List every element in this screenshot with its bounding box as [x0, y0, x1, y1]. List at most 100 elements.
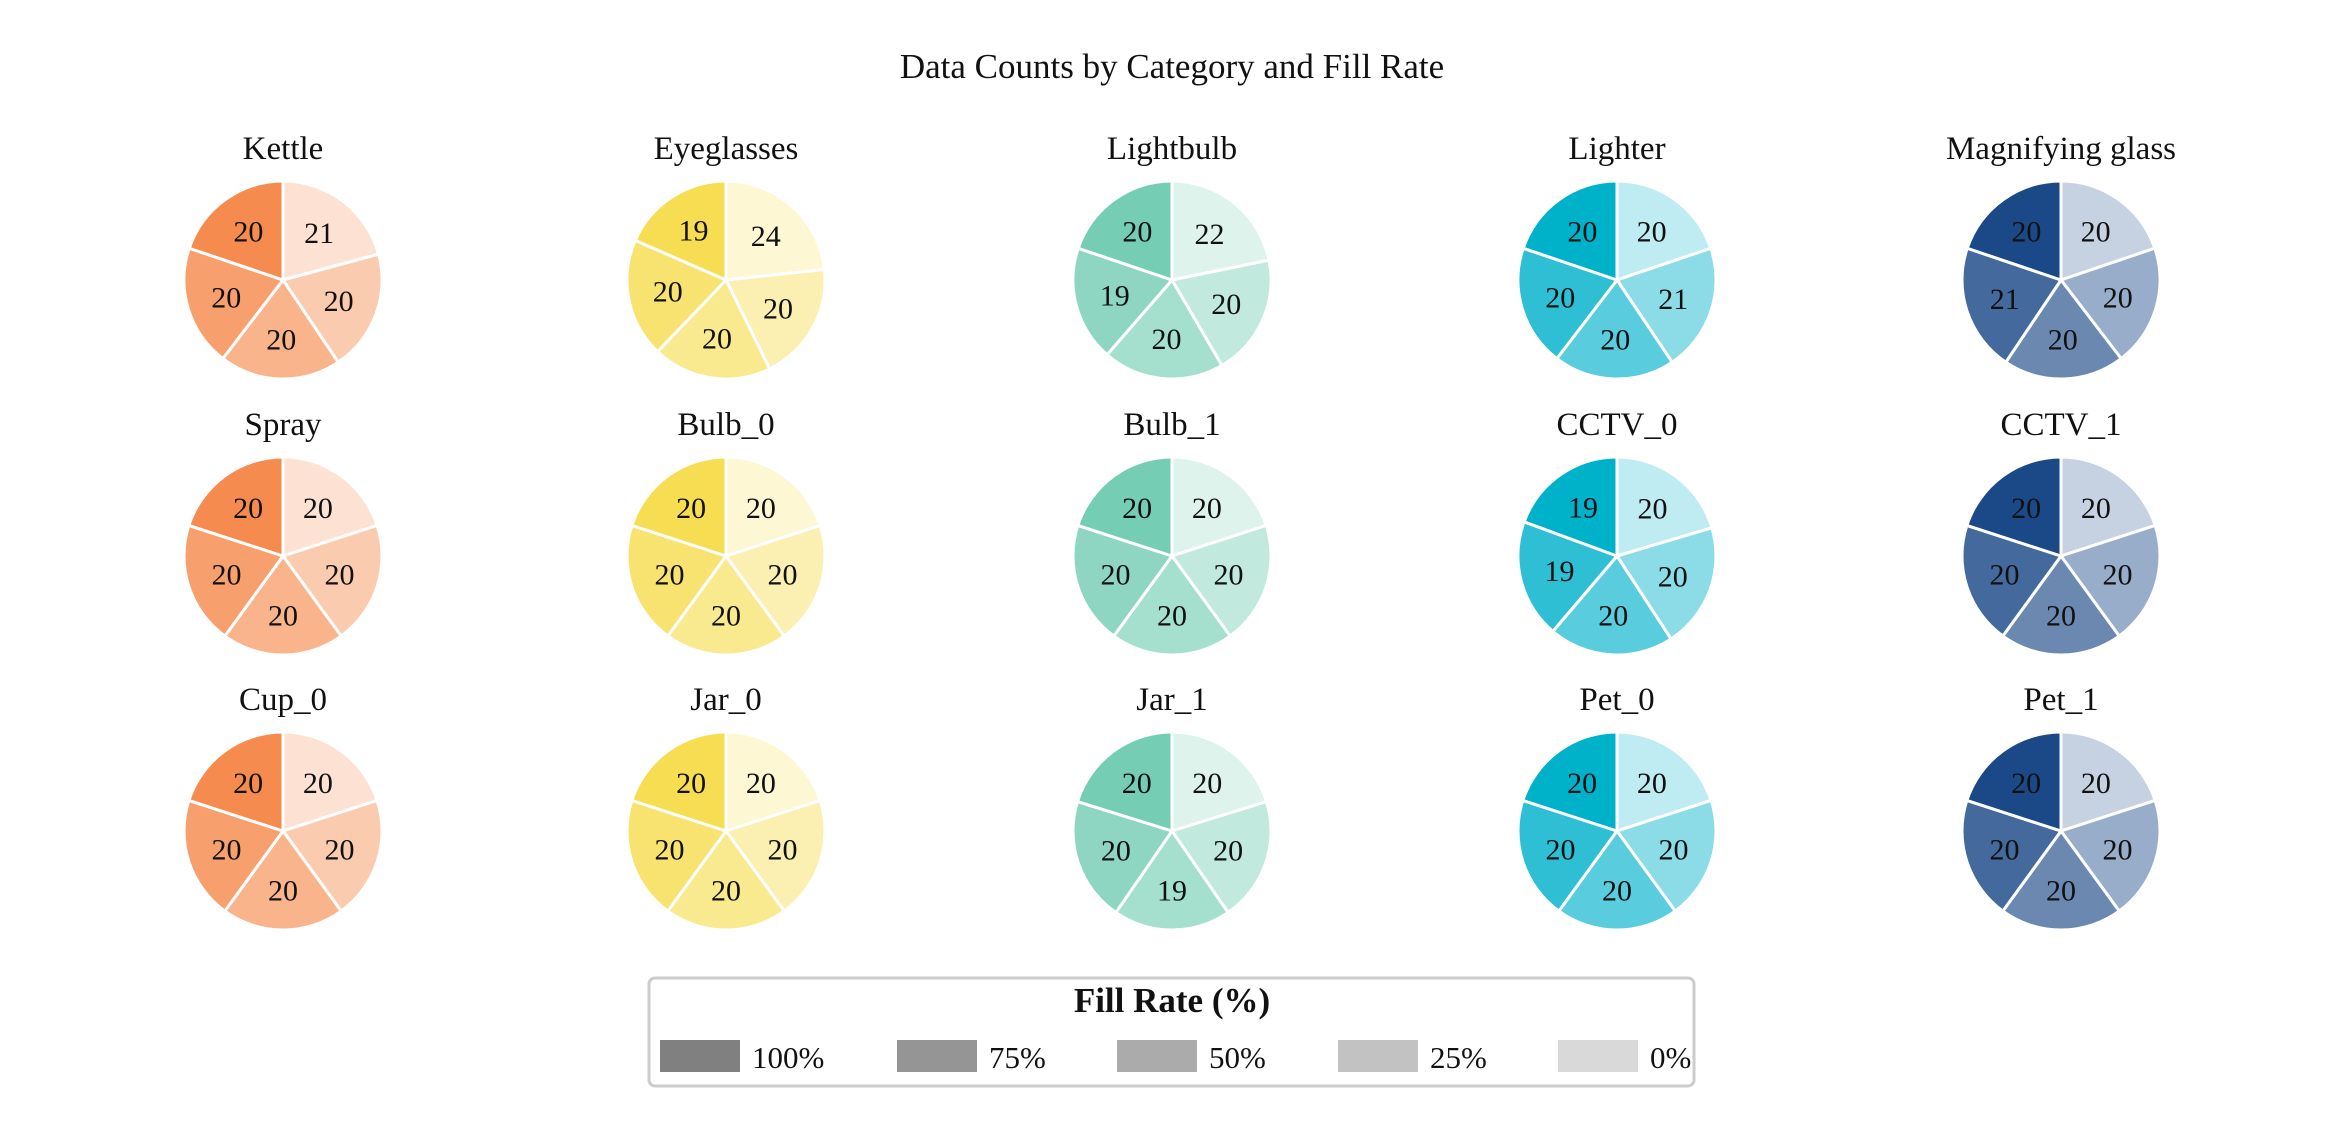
- legend-swatch: [897, 1040, 977, 1072]
- slice-label: 20: [2103, 833, 2133, 866]
- pie-slice: [281, 179, 381, 282]
- pie-slice: [186, 455, 285, 559]
- slice-label: 21: [1658, 283, 1688, 316]
- slice-label: 20: [1602, 874, 1632, 907]
- legend-label: 25%: [1430, 1040, 1487, 1075]
- pie-slice: [2058, 246, 2162, 361]
- pies-group: Kettle2120202020Eyeglasses2420202019Ligh…: [182, 131, 2176, 932]
- pie-slice: [1615, 730, 1714, 834]
- pie-slice: [2000, 553, 2122, 657]
- pie-cctv-1: CCTV_1 20 20 20 20 20: [1960, 407, 2162, 657]
- slice-label: 20: [1101, 558, 1131, 591]
- slice-label: 20: [2081, 216, 2111, 249]
- pie-title: Bulb_0: [677, 407, 774, 443]
- pie-slice: [723, 798, 827, 914]
- slice-label: 20: [653, 276, 683, 309]
- slice-label: 20: [1637, 767, 1667, 800]
- slice-label: 20: [1638, 492, 1668, 525]
- legend-item: 75%: [897, 1040, 1046, 1075]
- slice-label: 19: [1545, 555, 1575, 588]
- pie-title: Lightbulb: [1107, 131, 1237, 167]
- pie-title: Pet_0: [1579, 682, 1654, 718]
- pie-title: CCTV_0: [1556, 407, 1677, 443]
- pie-slice: [1522, 455, 1619, 559]
- slice-label: 20: [1122, 216, 1152, 249]
- pie-slice: [280, 252, 384, 365]
- pie-bulb-0: Bulb_0 20 20 20 20 20: [625, 407, 827, 657]
- slice-label: 19: [679, 214, 709, 247]
- pie-slice: [1516, 519, 1620, 634]
- pie-pet-1: Pet_1 20 20 20 20 20: [1960, 682, 2162, 932]
- pie-bulb-1: Bulb_1 20 20 20 20 20: [1071, 407, 1273, 657]
- pie-slice: [220, 277, 341, 381]
- pie-slice: [1111, 553, 1233, 657]
- slice-label: 20: [1637, 216, 1667, 249]
- pie-slice: [1113, 828, 1231, 932]
- pie-slice: [1550, 553, 1674, 657]
- pie-slice: [187, 179, 285, 283]
- slice-label: 20: [1122, 492, 1152, 525]
- slice-label: 19: [1100, 280, 1130, 313]
- pie-slice: [1960, 798, 2064, 914]
- slice-label: 20: [711, 599, 741, 632]
- pie-title: Kettle: [243, 131, 324, 167]
- pie-slice: [1960, 523, 2064, 639]
- pie-jar-0: Jar_0 20 20 20 20 20: [625, 682, 827, 932]
- slice-label: 20: [233, 492, 263, 525]
- legend-swatch: [1117, 1040, 1197, 1072]
- pie-slice: [1554, 277, 1675, 381]
- pie-title: Lighter: [1568, 131, 1665, 167]
- slice-label: 20: [655, 833, 685, 866]
- slice-label: 20: [266, 323, 296, 356]
- pie-cctv-0: CCTV_0 20 20 20 19 19: [1516, 407, 1718, 657]
- pie-slice: [1169, 799, 1273, 915]
- slice-label: 20: [2048, 323, 2078, 356]
- slice-label: 20: [768, 833, 798, 866]
- pie-slice: [665, 828, 787, 932]
- pie-slice: [281, 730, 380, 834]
- pie-slice: [1170, 730, 1269, 834]
- pie-title: Spray: [245, 407, 322, 443]
- pie-slice: [2003, 277, 2124, 381]
- slice-label: 20: [1214, 558, 1244, 591]
- pie-slice: [625, 238, 729, 354]
- slice-label: 20: [2011, 492, 2041, 525]
- pie-slice: [1614, 525, 1718, 642]
- legend: Fill Rate (%) 100% 75% 50% 25% 0%: [647, 976, 1696, 1088]
- pie-slice: [724, 730, 823, 834]
- pie-slice: [1170, 455, 1269, 559]
- pie-eyeglasses: Eyeglasses 24 20 20 20 19: [625, 131, 827, 381]
- slice-label: 20: [1567, 767, 1597, 800]
- pie-slice: [665, 553, 787, 657]
- pie-slice: [186, 730, 285, 834]
- slice-label: 20: [1192, 767, 1222, 800]
- legend-item: 50%: [1117, 1040, 1266, 1075]
- pie-magnifying-glass: Magnifying glass 20 20 20 21 20: [1946, 131, 2176, 381]
- legend-item: 100%: [660, 1040, 824, 1075]
- pie-slice: [723, 267, 827, 371]
- pie-slice: [633, 179, 728, 283]
- pie-slice: [182, 246, 286, 361]
- pie-pet-0: Pet_0 20 20 20 20 20: [1516, 682, 1718, 932]
- pie-jar-1: Jar_1 20 20 19 20 20: [1071, 682, 1273, 932]
- pie-title: Bulb_1: [1123, 407, 1220, 443]
- slice-label: 20: [233, 216, 263, 249]
- slice-label: 20: [324, 285, 354, 318]
- pie-slice: [1075, 730, 1174, 834]
- legend-swatch: [660, 1040, 740, 1072]
- pie-slice: [629, 455, 728, 559]
- slice-label: 20: [1213, 834, 1243, 867]
- pie-slice: [655, 277, 772, 381]
- pie-slice: [1614, 246, 1718, 365]
- pie-slice: [1104, 277, 1224, 381]
- pie-slice: [1516, 246, 1620, 361]
- pie-slice: [280, 523, 384, 639]
- pie-slice: [1960, 246, 2064, 365]
- slice-label: 19: [1568, 491, 1598, 524]
- pie-slice: [625, 523, 729, 639]
- pie-cup-0: Cup_0 20 20 20 20 20: [182, 682, 384, 932]
- slice-label: 20: [746, 492, 776, 525]
- legend-swatch: [1558, 1040, 1638, 1072]
- slice-label: 20: [1659, 833, 1689, 866]
- slice-label: 20: [212, 833, 242, 866]
